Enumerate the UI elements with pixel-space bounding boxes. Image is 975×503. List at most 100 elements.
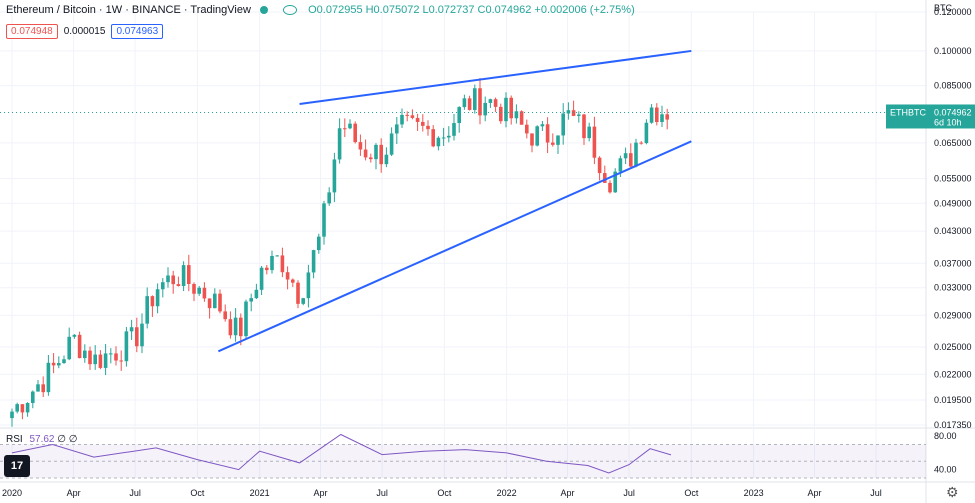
candle-body <box>384 154 389 165</box>
x-tick-label: Jul <box>870 488 882 498</box>
candle-body <box>639 142 643 144</box>
candle-body <box>514 111 519 119</box>
candle-body <box>655 107 659 123</box>
candle-body <box>62 359 66 364</box>
candle-body <box>467 98 472 110</box>
candle-body <box>561 113 565 136</box>
candle-body <box>587 126 591 139</box>
candle-body <box>545 124 550 143</box>
candle-body <box>67 336 71 360</box>
candle-body <box>239 317 243 337</box>
candle-body <box>644 122 649 144</box>
y-tick-label: 0.017350 <box>934 420 972 430</box>
candle-body <box>218 293 222 312</box>
candle-body <box>618 158 623 172</box>
candle-body <box>649 107 654 123</box>
candle-body <box>171 275 175 285</box>
y-tick-label: 0.043000 <box>934 226 972 236</box>
ask-price[interactable]: 0.074963 <box>111 24 164 39</box>
y-tick-label: 0.029000 <box>934 310 972 320</box>
tradingview-logo-icon[interactable]: 17 <box>4 455 30 477</box>
candle-body <box>161 282 165 290</box>
candle-body <box>317 236 321 251</box>
trendlines[interactable] <box>217 49 692 353</box>
bid-price[interactable]: 0.074948 <box>6 24 58 39</box>
candle-body <box>597 157 602 174</box>
candle-body <box>145 296 149 324</box>
candle-body <box>519 111 524 125</box>
x-tick-label: 2020 <box>2 488 22 498</box>
rsi-tick-label: 80.00 <box>934 431 957 441</box>
eye-icon[interactable] <box>283 5 298 16</box>
market-status-icon <box>260 6 268 15</box>
candles <box>10 78 669 427</box>
candle-body <box>265 267 269 271</box>
y-tick-label: 0.065000 <box>934 138 972 148</box>
candle-body <box>77 334 82 359</box>
rsi-legend[interactable]: RSI 57.62 ∅ ∅ <box>6 434 77 445</box>
trendline-upper <box>299 49 692 105</box>
candle-body <box>566 110 571 114</box>
gear-icon[interactable]: ⚙ <box>946 484 959 500</box>
candle-body <box>259 267 264 290</box>
symbol-legend[interactable]: Ethereum / Bitcoin · 1W · BINANCE · Trad… <box>6 4 635 16</box>
candle-body <box>176 284 181 287</box>
y-tick-label: 0.049000 <box>934 198 972 208</box>
candle-body <box>634 142 638 167</box>
candle-body <box>410 115 415 118</box>
candle-body <box>124 331 129 362</box>
candle-body <box>530 133 534 146</box>
candle-body <box>109 353 113 355</box>
candle-body <box>353 123 357 143</box>
axis-currency-label[interactable]: BTC <box>934 3 953 13</box>
candle-body <box>31 391 35 404</box>
candle-body <box>57 363 61 366</box>
candle-body <box>389 133 394 155</box>
candle-body <box>25 403 30 413</box>
candle-body <box>337 128 342 160</box>
candle-body <box>608 182 612 193</box>
candle-body <box>379 144 383 165</box>
rsi-label: RSI <box>6 434 23 445</box>
candle-body <box>363 149 368 158</box>
candle-body <box>400 114 404 125</box>
candle-body <box>83 350 87 359</box>
candle-body <box>478 88 482 116</box>
last-price-tag-bg <box>886 104 975 129</box>
x-tick-label: Jul <box>129 488 141 498</box>
candle-body <box>556 135 560 145</box>
candle-body <box>98 354 103 368</box>
candle-body <box>415 117 420 122</box>
candle-body <box>473 88 477 110</box>
candle-body <box>93 354 97 365</box>
candle-body <box>327 192 331 204</box>
candle-body <box>306 272 311 299</box>
candle-body <box>166 275 170 283</box>
quote-row: 0.074948 0.000015 0.074963 <box>6 24 164 39</box>
candle-body <box>301 298 305 304</box>
candle-body <box>150 296 155 307</box>
trendline-lower <box>217 140 692 353</box>
price-axis[interactable]: 0.017350 0.019500 0.022000 0.025000 0.029000… <box>934 7 972 430</box>
candle-body <box>603 173 607 183</box>
y-tick-label: 0.085000 <box>934 81 972 91</box>
rsi-pane[interactable]: 80.00 40.00 <box>0 431 957 479</box>
x-tick-label: 2021 <box>250 488 270 498</box>
candle-body <box>322 203 326 237</box>
candle-body <box>348 123 352 129</box>
candle-body <box>249 298 253 302</box>
candle-body <box>509 97 513 119</box>
candle-body <box>436 137 441 147</box>
x-tick-label: 2023 <box>744 488 764 498</box>
time-axis[interactable]: 2020 Apr Jul Oct 2021 Apr Jul Oct 2022 Apr Jul Oct 2… <box>2 488 882 498</box>
x-tick-label: Oct <box>437 488 452 498</box>
symbol-title[interactable]: Ethereum / Bitcoin · 1W · BINANCE · Trad… <box>6 4 251 16</box>
x-tick-label: Apr <box>561 488 575 498</box>
candle-body <box>332 159 337 193</box>
x-tick-label: Apr <box>807 488 821 498</box>
candle-body <box>343 128 347 130</box>
candle-body <box>119 360 123 362</box>
candle-body <box>88 350 92 365</box>
